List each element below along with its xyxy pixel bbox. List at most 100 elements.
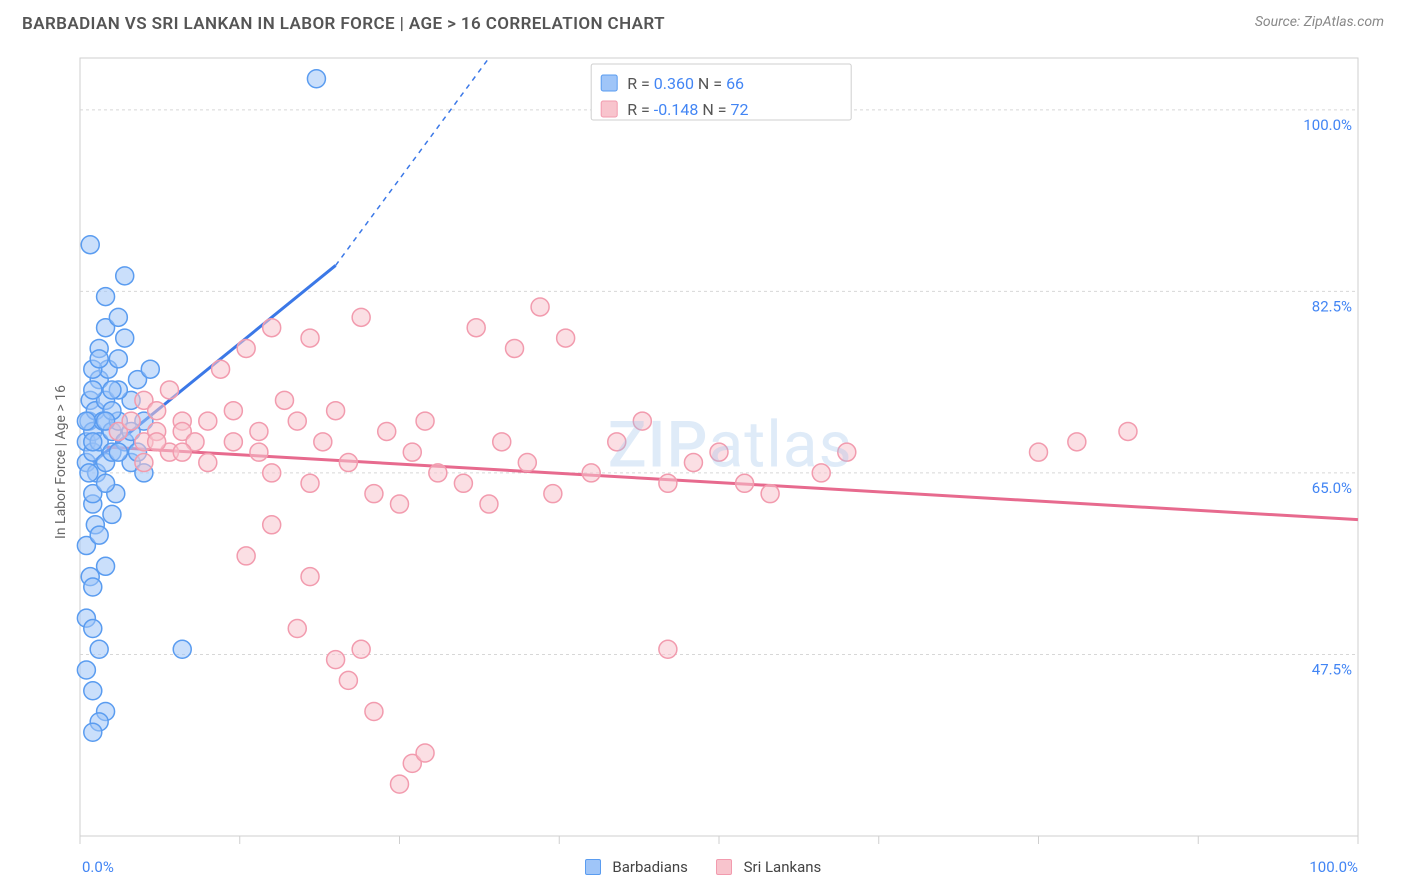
data-point: [365, 485, 383, 503]
scatter-chart: 47.5% 65.0% 82.5% 100.0% R = 0.360 N = 66 R =…: [22, 48, 1384, 876]
data-point: [97, 557, 115, 575]
stats-swatch: [601, 101, 617, 117]
data-point: [416, 412, 434, 430]
data-point: [812, 464, 830, 482]
data-point: [288, 620, 306, 638]
stats-swatch: [601, 75, 617, 91]
data-point: [429, 464, 447, 482]
data-point: [250, 422, 268, 440]
data-point: [84, 620, 102, 638]
data-point: [97, 288, 115, 306]
data-point: [173, 443, 191, 461]
data-point: [237, 339, 255, 357]
data-point: [352, 640, 370, 658]
data-point: [224, 433, 242, 451]
data-point: [250, 443, 268, 461]
data-point: [307, 70, 325, 88]
data-point: [90, 526, 108, 544]
data-point: [301, 329, 319, 347]
data-point: [97, 474, 115, 492]
y-tick-label: 47.5%: [1312, 660, 1352, 678]
y-tick-label: 82.5%: [1312, 297, 1352, 315]
data-point: [148, 402, 166, 420]
data-point: [544, 485, 562, 503]
data-point: [403, 443, 421, 461]
data-point: [263, 516, 281, 534]
data-point: [199, 412, 217, 430]
data-point: [84, 578, 102, 596]
data-point: [288, 412, 306, 430]
data-point: [582, 464, 600, 482]
x-axis-start-label: 0.0%: [82, 858, 114, 876]
data-point: [454, 474, 472, 492]
data-point: [391, 775, 409, 793]
data-point: [467, 319, 485, 337]
y-tick-label: 100.0%: [1303, 116, 1352, 134]
trend-line: [106, 447, 1358, 520]
data-point: [684, 454, 702, 472]
x-axis-end-label: 100.0%: [1309, 858, 1358, 876]
data-point: [224, 402, 242, 420]
data-point: [90, 350, 108, 368]
data-point: [80, 464, 98, 482]
data-point: [557, 329, 575, 347]
data-point: [301, 474, 319, 492]
data-point: [339, 671, 357, 689]
data-point: [352, 308, 370, 326]
data-point: [109, 350, 127, 368]
data-point: [263, 464, 281, 482]
data-point: [314, 433, 332, 451]
data-point: [84, 723, 102, 741]
data-point: [518, 454, 536, 472]
y-tick-label: 65.0%: [1312, 479, 1352, 497]
data-point: [275, 391, 293, 409]
svg-text:R = 0.360 N = 66: R = 0.360 N = 66: [627, 74, 744, 93]
data-point: [416, 744, 434, 762]
data-point: [77, 412, 95, 430]
data-point: [122, 412, 140, 430]
data-point: [173, 640, 191, 658]
data-point: [1119, 422, 1137, 440]
data-point: [531, 298, 549, 316]
data-point: [506, 339, 524, 357]
data-point: [1030, 443, 1048, 461]
data-point: [103, 505, 121, 523]
data-point: [116, 267, 134, 285]
data-point: [212, 360, 230, 378]
data-point: [116, 329, 134, 347]
data-point: [633, 412, 651, 430]
data-point: [90, 640, 108, 658]
data-point: [327, 651, 345, 669]
data-point: [81, 236, 99, 254]
data-point: [710, 443, 728, 461]
data-point: [84, 381, 102, 399]
data-point: [199, 454, 217, 472]
data-point: [103, 381, 121, 399]
svg-text:R = -0.148 N = 72: R = -0.148 N = 72: [627, 100, 748, 119]
data-point: [160, 381, 178, 399]
data-point: [391, 495, 409, 513]
data-point: [135, 454, 153, 472]
data-point: [109, 443, 127, 461]
trend-line-dash: [336, 58, 489, 265]
data-point: [493, 433, 511, 451]
source-credit: Source: ZipAtlas.com: [1255, 14, 1384, 48]
data-point: [237, 547, 255, 565]
data-point: [84, 682, 102, 700]
data-point: [480, 495, 498, 513]
data-point: [84, 433, 102, 451]
plot-area: In Labor Force | Age > 16 47.5%65.0%82.5…: [22, 48, 1384, 876]
data-point: [736, 474, 754, 492]
data-point: [263, 319, 281, 337]
data-point: [378, 422, 396, 440]
data-point: [1068, 433, 1086, 451]
chart-title: BARBADIAN VS SRI LANKAN IN LABOR FORCE |…: [22, 14, 665, 48]
data-point: [365, 703, 383, 721]
data-point: [339, 454, 357, 472]
data-point: [77, 661, 95, 679]
data-point: [148, 433, 166, 451]
data-point: [659, 474, 677, 492]
data-point: [608, 433, 626, 451]
data-point: [327, 402, 345, 420]
data-point: [659, 640, 677, 658]
